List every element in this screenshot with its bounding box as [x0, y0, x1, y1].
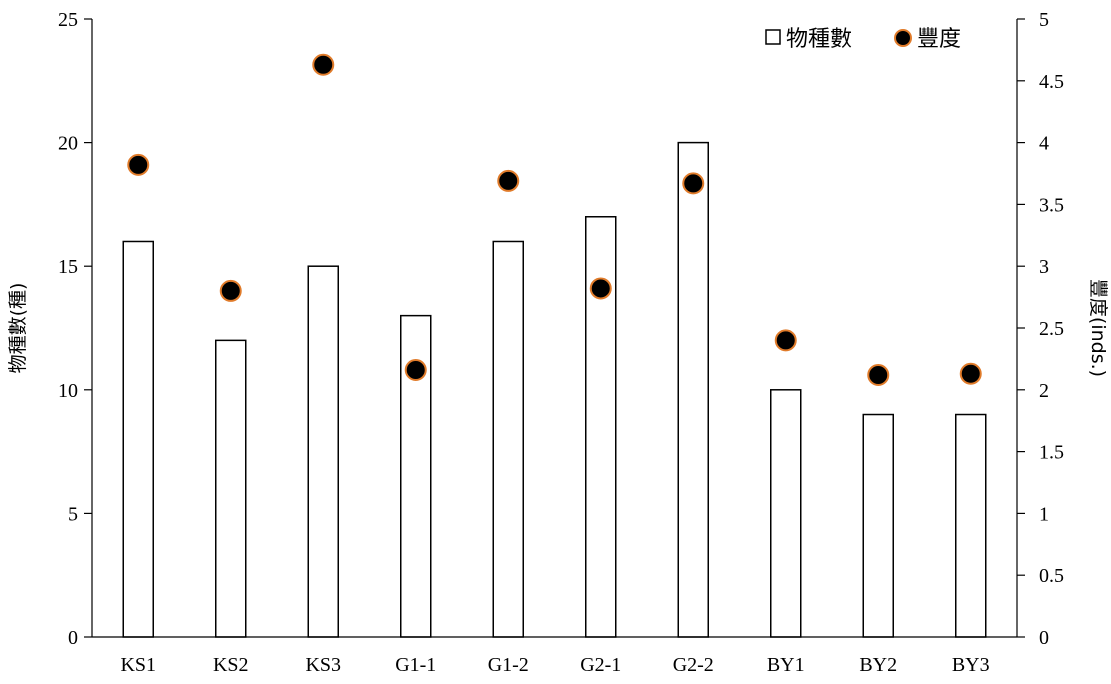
legend-bar-label: 物種數 — [786, 27, 852, 52]
x-tick-label-g1-1: G1-1 — [395, 654, 436, 676]
y-tick-label-2: 10 — [58, 380, 78, 402]
y2-tick-label-5: 2.5 — [1039, 318, 1064, 340]
x-tick-label-g2-2: G2-2 — [673, 654, 714, 676]
x-tick-label-by2: BY2 — [859, 654, 897, 676]
ticks-layer: KS1 KS2 KS3 G1-1 G1-2 G2-1 G2-2 BY1 BY2 BY3051015… — [58, 9, 1064, 676]
y2-tick-label-6: 3 — [1039, 256, 1049, 278]
x-tick-label-g2-1: G2-1 — [580, 654, 621, 676]
bars-layer — [122, 141, 987, 638]
bar-ks2 — [215, 339, 247, 638]
y2-tick-label-4: 2 — [1039, 380, 1049, 402]
y-tick-label-1: 5 — [68, 503, 78, 525]
y2-tick-label-8: 4 — [1039, 133, 1049, 155]
point-by3 — [959, 362, 982, 385]
point-by2 — [867, 363, 890, 386]
y-tick-label-3: 15 — [58, 256, 78, 278]
bar-by3 — [955, 413, 987, 638]
y2-tick-label-0: 0 — [1039, 627, 1049, 649]
legend-bar-swatch — [765, 29, 781, 45]
y2-tick-label-10: 5 — [1039, 9, 1049, 31]
x-tick-label-by1: BY1 — [767, 654, 805, 676]
x-tick-label-g1-2: G1-2 — [488, 654, 529, 676]
points-layer — [127, 53, 982, 386]
y-tick-label-0: 0 — [68, 627, 78, 649]
point-by1 — [774, 329, 797, 352]
y2-tick-label-9: 4.5 — [1039, 71, 1064, 93]
bar-by2 — [862, 413, 894, 638]
point-g1-1 — [404, 359, 427, 382]
bar-ks1 — [122, 240, 154, 638]
x-tick-label-ks1: KS1 — [120, 654, 156, 676]
legend: 物種數 豐度 — [765, 27, 961, 52]
point-ks3 — [312, 53, 335, 76]
y2-tick-label-7: 3.5 — [1039, 194, 1064, 216]
bar-by1 — [770, 389, 802, 638]
point-g2-1 — [589, 277, 612, 300]
y-axis-title: 物種數(種) — [7, 283, 29, 374]
point-ks2 — [219, 279, 242, 302]
y2-tick-label-2: 1 — [1039, 503, 1049, 525]
legend-point-label: 豐度 — [917, 27, 961, 52]
legend-point-swatch — [894, 29, 912, 47]
y-tick-label-4: 20 — [58, 133, 78, 155]
y-tick-label-5: 25 — [58, 9, 78, 31]
point-g1-2 — [497, 169, 520, 192]
bar-g1-2 — [492, 240, 524, 638]
y2-tick-label-3: 1.5 — [1039, 442, 1064, 464]
x-tick-label-ks2: KS2 — [213, 654, 249, 676]
y2-axis-title: 豐度(inds.) — [1087, 279, 1109, 377]
bar-g2-2 — [677, 141, 709, 638]
x-tick-label-by3: BY3 — [952, 654, 990, 676]
y2-tick-label-1: 0.5 — [1039, 565, 1064, 587]
point-ks1 — [127, 153, 150, 176]
x-tick-label-ks3: KS3 — [305, 654, 341, 676]
bar-ks3 — [307, 265, 339, 638]
point-g2-2 — [682, 172, 705, 195]
